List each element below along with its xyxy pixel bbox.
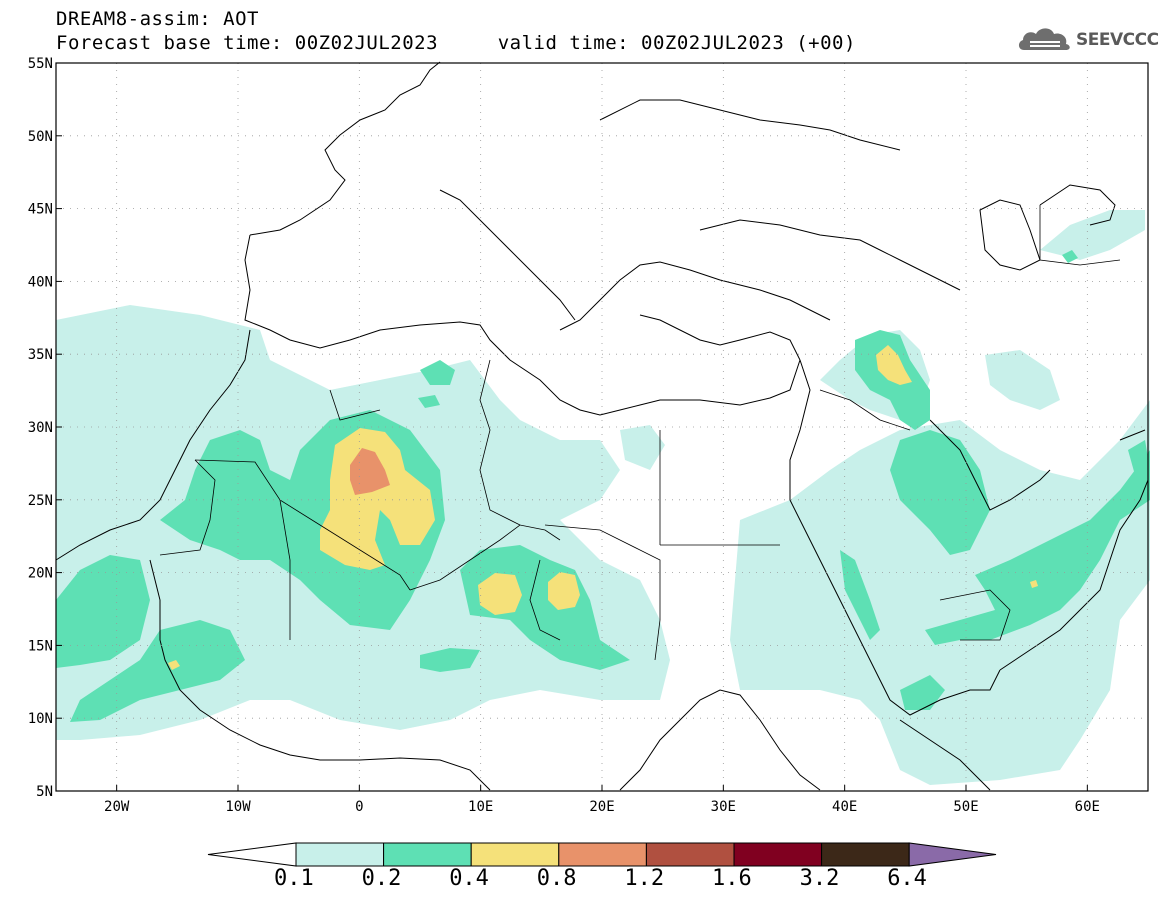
colorbar-level-label: 3.2 [799, 866, 840, 891]
colorbar-level-label: 0.1 [274, 866, 314, 891]
colorbar-segment [470, 842, 560, 867]
aot-fill-yellow [168, 345, 1038, 670]
lat-tick-label: 15N [28, 638, 53, 654]
colorbar-level-label: 1.6 [712, 866, 752, 891]
seevccc-logo: SEEVCCC [1016, 24, 1159, 58]
colorbar-under-arrow [207, 842, 297, 867]
lat-tick-label: 50N [28, 129, 53, 145]
axis-ticks: 20W 10W 0 10E 20E 30E 40E 50E 60E 55N 50N 45N 40N 35N… [28, 56, 1100, 815]
colorbar-level-label: 0.2 [361, 866, 402, 891]
graticule [56, 63, 1148, 791]
lat-tick-label: 5N [36, 784, 53, 800]
colorbar [207, 842, 997, 867]
colorbar-segment [733, 842, 823, 867]
colorbar-level-label: 0.4 [449, 866, 489, 891]
lat-tick-label: 10N [28, 711, 53, 727]
lon-tick-label: 30E [711, 799, 736, 815]
lat-tick-label: 55N [28, 56, 53, 72]
aot-fill-salmon [350, 448, 390, 495]
lon-tick-label: 10W [225, 799, 251, 815]
lon-tick-label: 60E [1075, 799, 1100, 815]
colorbar-segment [558, 842, 647, 867]
lon-tick-label: 50E [953, 799, 978, 815]
brand-name: SEEVCCC [1076, 30, 1159, 50]
colorbar-level-label: 1.2 [624, 866, 665, 891]
lon-tick-label: 20W [104, 799, 130, 815]
colorbar-segment [821, 842, 910, 867]
lat-tick-label: 45N [28, 202, 53, 218]
colorbar-level-label: 0.8 [536, 866, 577, 891]
lat-tick-label: 40N [28, 274, 53, 290]
cloud-icon [1018, 28, 1070, 50]
lat-tick-label: 20N [28, 566, 53, 582]
lat-tick-label: 35N [28, 347, 53, 363]
forecast-time-line: Forecast base time: 00Z02JUL2023 valid t… [56, 32, 856, 54]
lon-tick-label: 20E [589, 799, 614, 815]
colorbar-over-arrow [908, 842, 997, 867]
colorbar-segment [383, 842, 472, 867]
colorbar-segment [295, 842, 385, 867]
lon-tick-label: 10E [468, 799, 493, 815]
lon-tick-label: 40E [832, 799, 857, 815]
coastlines [55, 61, 1149, 791]
lon-tick-label: 0 [355, 799, 363, 815]
colorbar-segment [645, 842, 735, 867]
map-title: DREAM8-assim: AOT [56, 8, 259, 30]
borders [159, 205, 1121, 661]
lat-tick-label: 30N [28, 420, 53, 436]
lat-tick-label: 25N [28, 493, 53, 509]
colorbar-level-label: 6.4 [887, 866, 927, 891]
